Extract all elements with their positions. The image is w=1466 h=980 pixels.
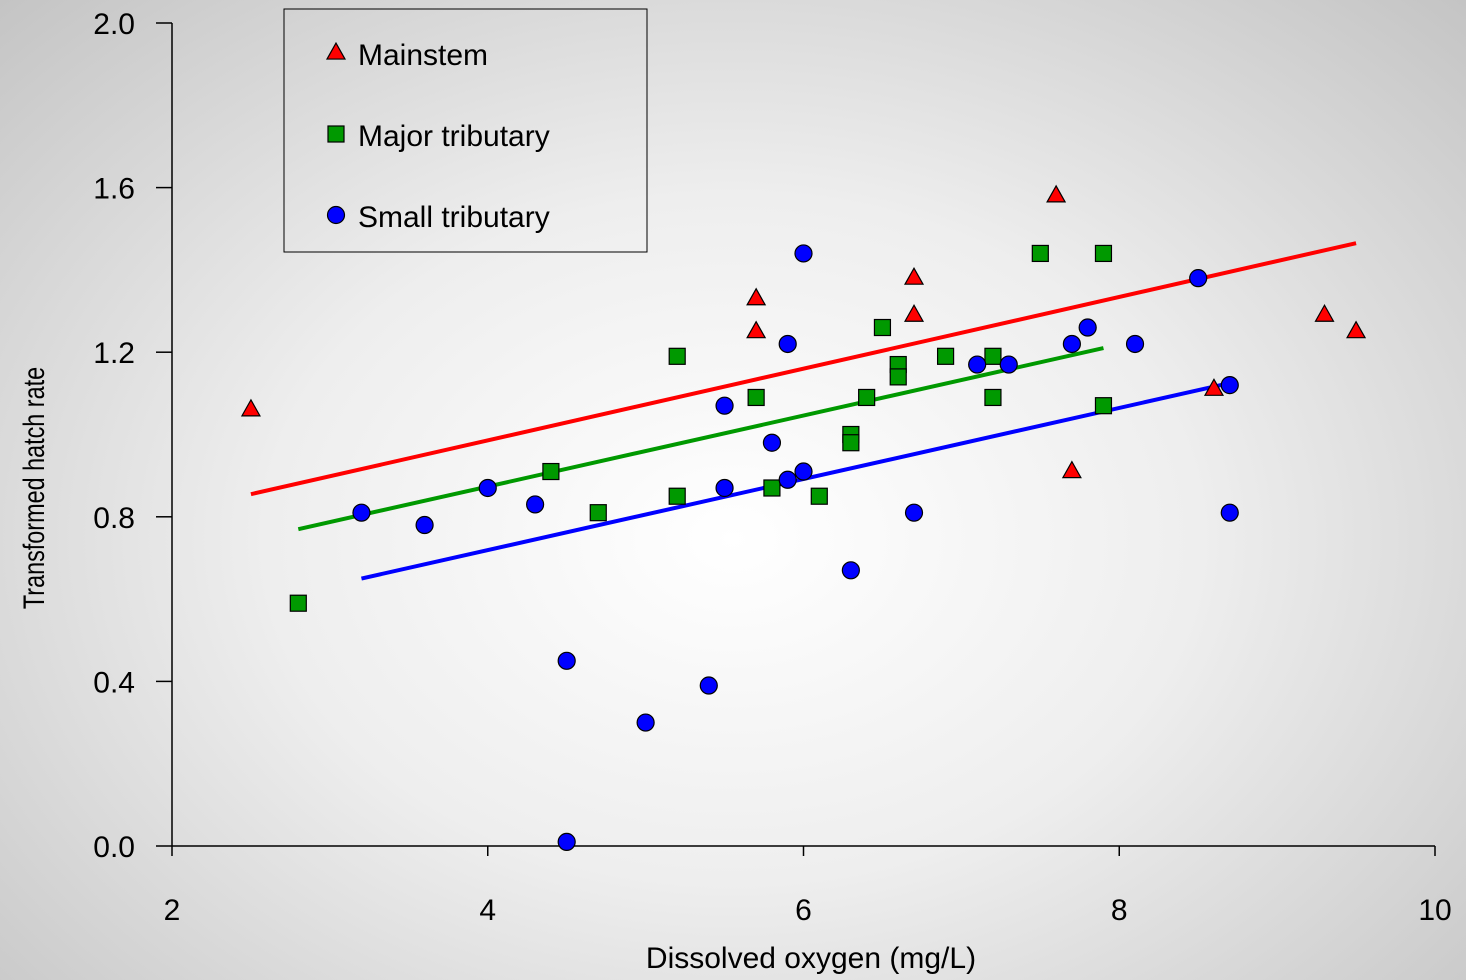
mainstem-point	[746, 320, 767, 339]
small-tributary-point	[778, 470, 797, 489]
y-axis-title: Transformed hatch rate	[17, 367, 50, 609]
major-tributary-point	[858, 388, 876, 407]
small-tributary-point	[778, 334, 797, 354]
small-tributary-point	[415, 515, 434, 535]
x-tick-label: 10	[1418, 894, 1451, 927]
small-tributary-point	[699, 676, 718, 695]
small-tributary-point	[557, 651, 576, 670]
small-tributary-point	[526, 495, 545, 514]
major-tributary-point	[542, 462, 560, 481]
mainstem-point	[903, 266, 925, 285]
x-tick-label: 6	[795, 894, 812, 927]
major-tributary-point	[1094, 397, 1113, 415]
major-tributary-point	[589, 504, 607, 522]
major-tributary-point	[1031, 244, 1049, 263]
x-axis-ticks: 2 4 6 8 10	[164, 846, 1452, 927]
small-tributary-point	[1078, 318, 1097, 337]
y-axis-ticks: 0.0 0.4 0.8 1.2 1.6 2.0	[93, 8, 172, 864]
mainstem-point	[240, 398, 261, 417]
axes: 0.0 0.4 0.8 1.2 1.6 2.0 2 4 6 8 10	[93, 8, 1451, 927]
small-tributary-point	[1062, 334, 1081, 354]
small-tributary-point	[1125, 334, 1145, 354]
legend-small-tributary-marker	[326, 205, 346, 225]
small-tributary-point	[794, 244, 813, 263]
mainstem-point	[1046, 184, 1067, 203]
y-tick-label: 2.0	[93, 8, 135, 41]
legend-major-tributary-marker	[327, 125, 345, 143]
major-tributary-point	[289, 594, 307, 612]
y-tick-label: 0.0	[93, 831, 135, 864]
mainstem-point	[1314, 304, 1335, 322]
small-tributary-point	[715, 396, 734, 415]
small-tributary-point	[904, 503, 924, 522]
mainstem-trendline	[250, 241, 1357, 497]
small-tributary-point	[968, 355, 987, 374]
major-tributary-point	[936, 347, 955, 365]
legend-major-tributary-label: Major tributary	[358, 120, 550, 153]
x-axis-title: Dissolved oxygen (mg/L)	[646, 942, 976, 975]
mainstem-point	[903, 304, 925, 322]
y-tick-label: 1.2	[93, 337, 135, 370]
major-tributary-point	[668, 487, 686, 505]
major-tributary-point	[889, 368, 907, 386]
major-tributary-point	[842, 434, 860, 452]
y-tick-label: 0.4	[93, 666, 135, 699]
mainstem-point	[1061, 460, 1082, 479]
major-tributary-point	[984, 388, 1002, 407]
legend-box	[283, 8, 648, 253]
small-tributary-point	[715, 478, 734, 498]
y-tick-label: 1.6	[93, 173, 135, 206]
small-tributary-point	[1189, 269, 1208, 288]
legend-small-tributary-label: Small tributary	[358, 201, 550, 234]
legend-mainstem-label: Mainstem	[358, 39, 488, 72]
small-tributary-point	[794, 462, 813, 481]
y-tick-label: 0.8	[93, 502, 135, 535]
small-tributary-point	[1220, 503, 1239, 522]
small-tributary-point	[762, 433, 782, 452]
major-tributary-trendline	[297, 346, 1104, 532]
major-tributary-point	[984, 347, 1002, 365]
legend-mainstem-marker	[325, 41, 347, 60]
small-tributary-point	[636, 713, 655, 732]
major-tributary-point	[810, 487, 828, 505]
mainstem-point	[1346, 320, 1367, 339]
x-tick-label: 2	[164, 894, 181, 927]
major-tributary-point	[668, 347, 686, 365]
mainstem-point	[1203, 378, 1225, 396]
small-tributary-point	[557, 832, 576, 851]
major-tributary-point	[747, 388, 765, 407]
data-points	[240, 184, 1367, 851]
small-tributary-point	[999, 355, 1018, 374]
mainstem-point	[746, 287, 767, 306]
major-tributary-point	[873, 318, 892, 337]
small-tributary-point	[478, 478, 497, 498]
legend: Mainstem Major tributary Small tributary	[283, 8, 648, 253]
major-tributary-point	[763, 479, 781, 497]
x-tick-label: 8	[1111, 894, 1128, 927]
small-tributary-point	[352, 503, 371, 522]
major-tributary-point	[1094, 244, 1113, 263]
x-tick-label: 4	[479, 894, 496, 927]
small-tributary-point	[1220, 376, 1239, 395]
small-tributary-point	[841, 561, 860, 580]
